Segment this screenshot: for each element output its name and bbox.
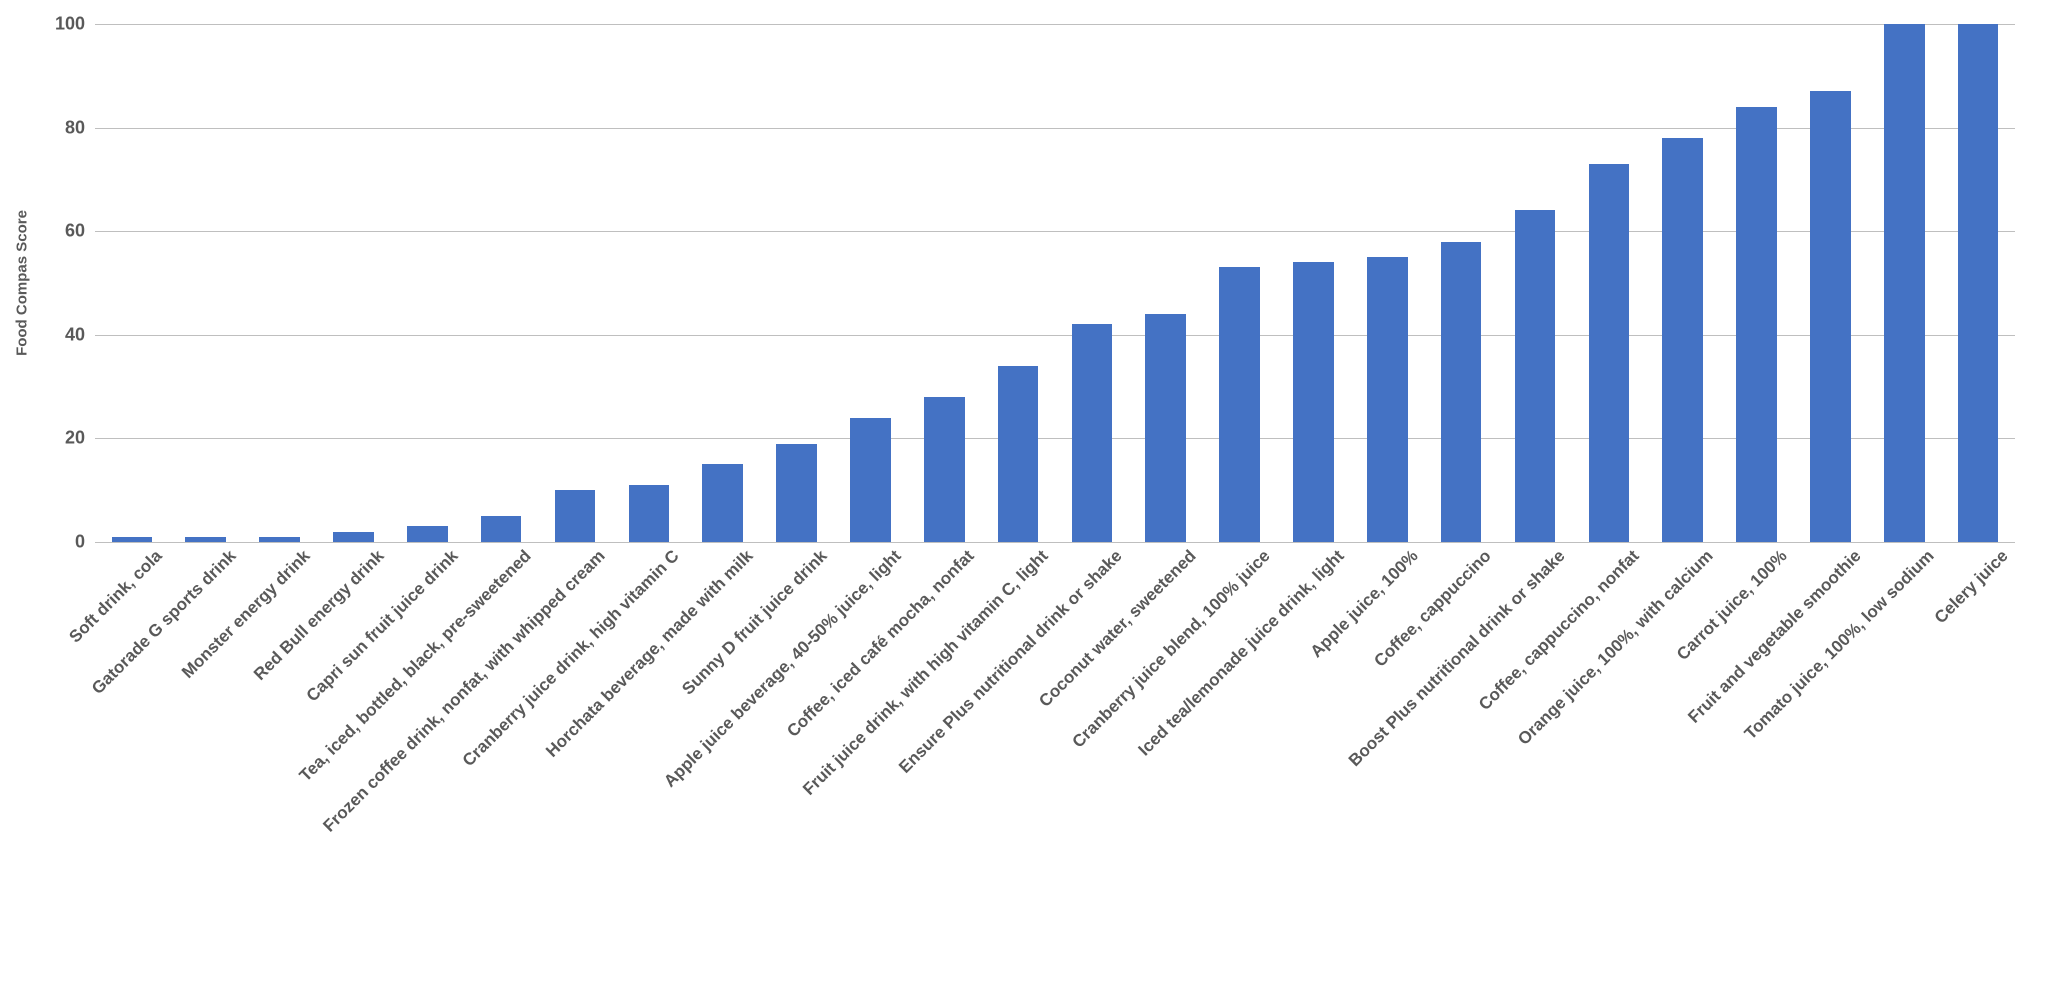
bar <box>259 537 300 542</box>
y-tick-label: 80 <box>65 117 95 138</box>
bar <box>1441 242 1482 542</box>
plot-area: 020406080100 Soft drink, colaGatorade G … <box>95 24 2015 542</box>
bar <box>1736 107 1777 542</box>
bar <box>1662 138 1703 542</box>
y-axis-title: Food Compas Score <box>14 210 31 356</box>
gridline <box>95 542 2015 543</box>
y-tick-label: 20 <box>65 428 95 449</box>
bar <box>1072 324 1113 542</box>
y-tick-label: 100 <box>55 14 95 35</box>
bar <box>702 464 743 542</box>
y-tick-label: 40 <box>65 324 95 345</box>
bar <box>481 516 522 542</box>
bar <box>1219 267 1260 542</box>
bar <box>1589 164 1630 542</box>
bar <box>185 537 226 542</box>
bar <box>1810 91 1851 542</box>
y-tick-label: 60 <box>65 221 95 242</box>
bar <box>1958 24 1999 542</box>
bar <box>998 366 1039 542</box>
bar <box>1145 314 1186 542</box>
bar <box>407 526 448 542</box>
bar <box>555 490 596 542</box>
bar <box>924 397 965 542</box>
bars-container <box>95 24 2015 542</box>
food-compass-bar-chart: 020406080100 Soft drink, colaGatorade G … <box>0 0 2048 986</box>
bar <box>776 444 817 542</box>
bar <box>850 418 891 542</box>
bar <box>112 537 153 542</box>
bar <box>1293 262 1334 542</box>
bar <box>629 485 670 542</box>
bar <box>1367 257 1408 542</box>
bar <box>1515 210 1556 542</box>
bar <box>333 532 374 542</box>
y-tick-label: 0 <box>75 532 95 553</box>
bar <box>1884 24 1925 542</box>
